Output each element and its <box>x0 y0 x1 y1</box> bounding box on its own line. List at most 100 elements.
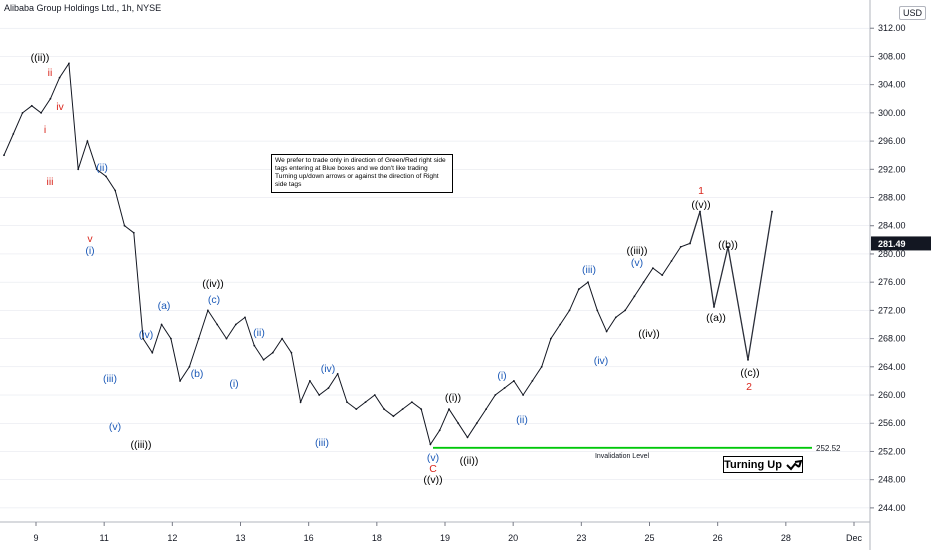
diagonal-up-arrow-icon <box>786 459 802 470</box>
price-point <box>123 224 126 227</box>
y-tick-label: 260.00 <box>878 390 906 400</box>
price-point <box>30 104 33 107</box>
x-tick-label: Dec <box>846 533 863 543</box>
price-point <box>429 443 432 446</box>
trading-note: We prefer to trade only in direction of … <box>271 154 453 193</box>
price-point <box>105 175 107 178</box>
price-point <box>438 429 441 432</box>
price-point <box>262 358 265 361</box>
y-tick-label: 276.00 <box>878 277 906 287</box>
price-point <box>271 351 274 354</box>
price-point <box>420 408 423 410</box>
projection-point <box>771 210 773 213</box>
y-tick-label: 284.00 <box>878 221 906 231</box>
last-price-tag <box>871 236 931 251</box>
price-point <box>95 168 98 171</box>
price-point <box>197 337 200 340</box>
price-point <box>457 422 460 425</box>
wave-label: (iii) <box>582 264 596 276</box>
price-point <box>68 62 70 65</box>
chart-title: Alibaba Group Holdings Ltd., 1h, NYSE <box>4 3 162 13</box>
wave-label: ((iii)) <box>131 439 152 451</box>
price-point <box>290 351 293 354</box>
price-point <box>40 112 42 114</box>
wave-label: (v) <box>109 421 121 433</box>
wave-label: ((iv)) <box>638 328 660 340</box>
price-point <box>170 337 172 340</box>
wave-label: ii <box>48 67 53 79</box>
price-point <box>327 387 330 389</box>
y-tick-label: 292.00 <box>878 164 906 174</box>
wave-label: ((a)) <box>706 312 726 324</box>
price-point <box>281 337 283 340</box>
price-point <box>503 387 506 389</box>
x-tick-label: 28 <box>781 533 791 543</box>
price-point <box>142 337 145 340</box>
x-tick-label: 12 <box>167 533 177 543</box>
y-tick-label: 288.00 <box>878 193 906 203</box>
price-point <box>596 309 599 312</box>
price-point <box>364 401 367 403</box>
price-point <box>679 246 682 248</box>
wave-label: iii <box>47 176 54 188</box>
price-point <box>160 323 163 326</box>
wave-label: 2 <box>746 381 752 393</box>
y-tick-label: 248.00 <box>878 475 906 485</box>
wave-label: ((v)) <box>691 199 710 211</box>
wave-label: (ii) <box>96 162 108 174</box>
wave-label: (ii) <box>253 327 265 339</box>
turning-up-badge: Turning Up <box>723 456 803 473</box>
y-tick-label: 264.00 <box>878 362 906 372</box>
price-point <box>652 267 654 269</box>
wave-label: (b) <box>191 368 204 380</box>
wave-label: ((c)) <box>740 367 759 379</box>
y-tick-label: 304.00 <box>878 80 906 90</box>
projection-path <box>689 211 773 360</box>
price-point <box>12 133 15 135</box>
price-point <box>346 401 348 403</box>
invalidation-price: 252.52 <box>816 444 841 453</box>
wave-label: 1 <box>698 185 704 197</box>
price-point <box>624 309 626 312</box>
price-point <box>132 231 135 234</box>
price-point <box>253 344 256 347</box>
wave-label: C <box>429 463 437 475</box>
price-point <box>179 380 182 382</box>
wave-label: (ii) <box>516 414 528 426</box>
y-tick-label: 296.00 <box>878 136 906 146</box>
currency-label[interactable]: USD <box>898 6 926 20</box>
price-point <box>336 373 339 375</box>
price-point <box>299 401 302 403</box>
price-point <box>633 295 636 298</box>
wave-label: (c) <box>208 294 220 306</box>
y-tick-label: 280.00 <box>878 249 906 259</box>
wave-label: (a) <box>158 300 171 312</box>
price-point <box>318 394 321 396</box>
price-point <box>540 365 543 368</box>
y-tick-label: 268.00 <box>878 334 906 344</box>
invalidation-label: Invalidation Level <box>595 453 650 460</box>
wave-label: ((i)) <box>445 392 461 404</box>
wave-label: (v) <box>427 452 439 464</box>
projection-point <box>689 242 691 245</box>
y-tick-label: 308.00 <box>878 51 906 61</box>
wave-label: (i) <box>497 370 506 382</box>
price-point <box>77 168 80 171</box>
price-point <box>513 380 515 382</box>
last-price-label: 281.49 <box>878 239 906 249</box>
price-point <box>448 408 450 410</box>
price-point <box>531 380 534 382</box>
wave-label: (iv) <box>139 329 154 341</box>
wave-label: ((iii)) <box>627 245 648 257</box>
projection-point <box>699 210 701 213</box>
price-point <box>550 337 552 340</box>
price-point <box>494 394 497 396</box>
price-point <box>216 323 219 326</box>
x-tick-label: 11 <box>99 533 108 543</box>
price-point <box>188 365 191 368</box>
price-point <box>522 394 524 396</box>
price-point <box>309 380 311 382</box>
price-point <box>661 274 664 276</box>
wave-label: ((v)) <box>423 474 442 486</box>
wave-label: (i) <box>85 245 94 257</box>
